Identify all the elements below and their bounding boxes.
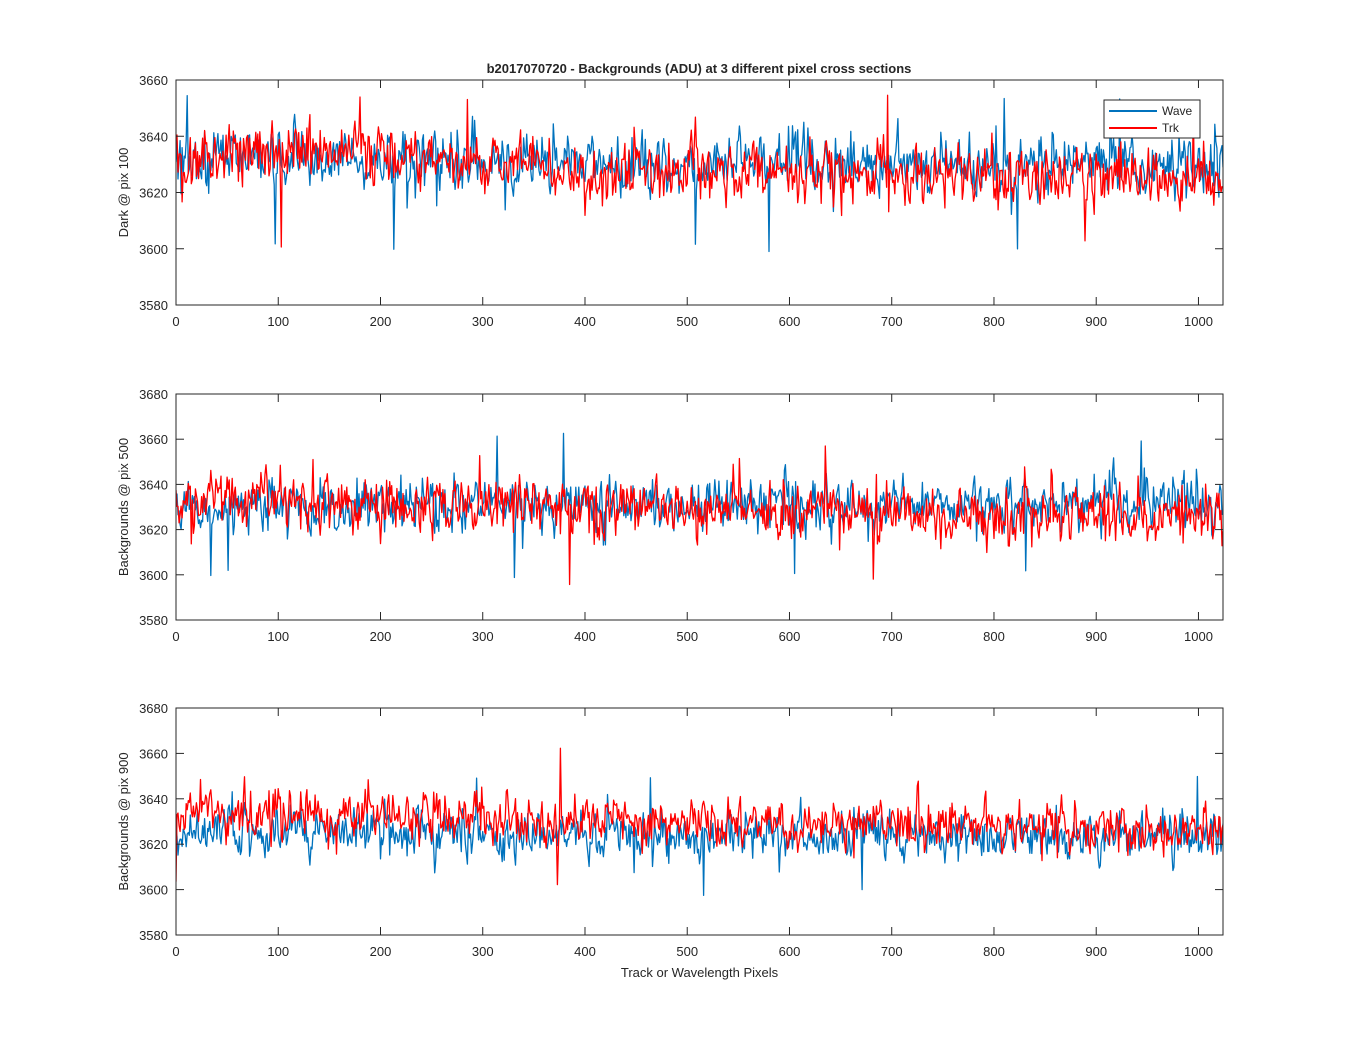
x-tick-label: 700 — [881, 629, 903, 644]
figure-title: b2017070720 - Backgrounds (ADU) at 3 dif… — [487, 61, 912, 76]
y-axis-label: Dark @ pix 100 — [116, 148, 131, 238]
y-tick-label: 3620 — [139, 523, 168, 538]
y-tick-label: 3680 — [139, 387, 168, 402]
x-tick-label: 100 — [267, 944, 289, 959]
legend-label-trk: Trk — [1162, 121, 1180, 135]
x-tick-label: 100 — [267, 629, 289, 644]
y-tick-label: 3600 — [139, 242, 168, 257]
y-tick-label: 3660 — [139, 73, 168, 88]
x-tick-label: 600 — [779, 314, 801, 329]
y-tick-label: 3580 — [139, 928, 168, 943]
series-line-trk — [176, 445, 1223, 586]
y-tick-label: 3620 — [139, 837, 168, 852]
x-tick-label: 0 — [172, 629, 179, 644]
x-tick-label: 400 — [574, 314, 596, 329]
x-tick-label: 200 — [370, 314, 392, 329]
y-axis-label: Backgrounds @ pix 500 — [116, 438, 131, 576]
x-tick-label: 500 — [676, 629, 698, 644]
x-tick-label: 300 — [472, 629, 494, 644]
legend-label-wave: Wave — [1162, 104, 1193, 118]
x-tick-label: 1000 — [1184, 629, 1213, 644]
x-tick-label: 800 — [983, 629, 1005, 644]
y-tick-label: 3640 — [139, 477, 168, 492]
x-tick-label: 1000 — [1184, 944, 1213, 959]
plot-area — [176, 80, 1223, 305]
y-tick-label: 3580 — [139, 613, 168, 628]
x-tick-label: 700 — [881, 314, 903, 329]
x-tick-label: 0 — [172, 314, 179, 329]
x-axis-label: Track or Wavelength Pixels — [621, 965, 779, 980]
y-tick-label: 3660 — [139, 432, 168, 447]
axes-frame — [175, 707, 1224, 936]
y-tick-label: 3660 — [139, 746, 168, 761]
y-tick-label: 3600 — [139, 883, 168, 898]
x-tick-label: 400 — [574, 629, 596, 644]
x-tick-label: 600 — [779, 629, 801, 644]
y-tick-label: 3620 — [139, 186, 168, 201]
x-tick-label: 800 — [983, 944, 1005, 959]
series-line-trk — [176, 94, 1223, 248]
y-tick-label: 3640 — [139, 129, 168, 144]
legend-box — [1103, 99, 1201, 139]
y-tick-label: 3640 — [139, 792, 168, 807]
subplot-2: 0 100 200 300 400 500 600 700 800 900 1000 3580 3600… — [116, 387, 1224, 644]
x-tick-label: 800 — [983, 314, 1005, 329]
axes-frame — [175, 393, 1224, 621]
x-tick-label: 600 — [779, 944, 801, 959]
x-tick-label: 900 — [1085, 629, 1107, 644]
y-axis-label: Backgrounds @ pix 900 — [116, 752, 131, 890]
x-tick-label: 400 — [574, 944, 596, 959]
x-tick-label: 500 — [676, 314, 698, 329]
y-tick-label: 3580 — [139, 298, 168, 313]
x-tick-label: 0 — [172, 944, 179, 959]
series-line-trk — [176, 747, 1223, 886]
x-tick-label: 200 — [370, 944, 392, 959]
x-tick-label: 300 — [472, 944, 494, 959]
x-tick-label: 900 — [1085, 314, 1107, 329]
y-tick-label: 3600 — [139, 568, 168, 583]
series-line-wave — [176, 775, 1223, 897]
x-tick-label: 100 — [267, 314, 289, 329]
x-tick-label: 200 — [370, 629, 392, 644]
x-tick-label: 1000 — [1184, 314, 1213, 329]
x-tick-label: 300 — [472, 314, 494, 329]
y-tick-label: 3680 — [139, 701, 168, 716]
legend[interactable]: Wave Trk — [1103, 99, 1201, 139]
subplot-1: 0 100 200 300 400 500 600 700 800 900 1000 3580 3600… — [116, 73, 1224, 329]
x-tick-label: 900 — [1085, 944, 1107, 959]
subplot-3: 0 100 200 300 400 500 600 700 800 900 1000 3580 3600… — [116, 701, 1224, 980]
x-tick-label: 700 — [881, 944, 903, 959]
x-tick-label: 500 — [676, 944, 698, 959]
